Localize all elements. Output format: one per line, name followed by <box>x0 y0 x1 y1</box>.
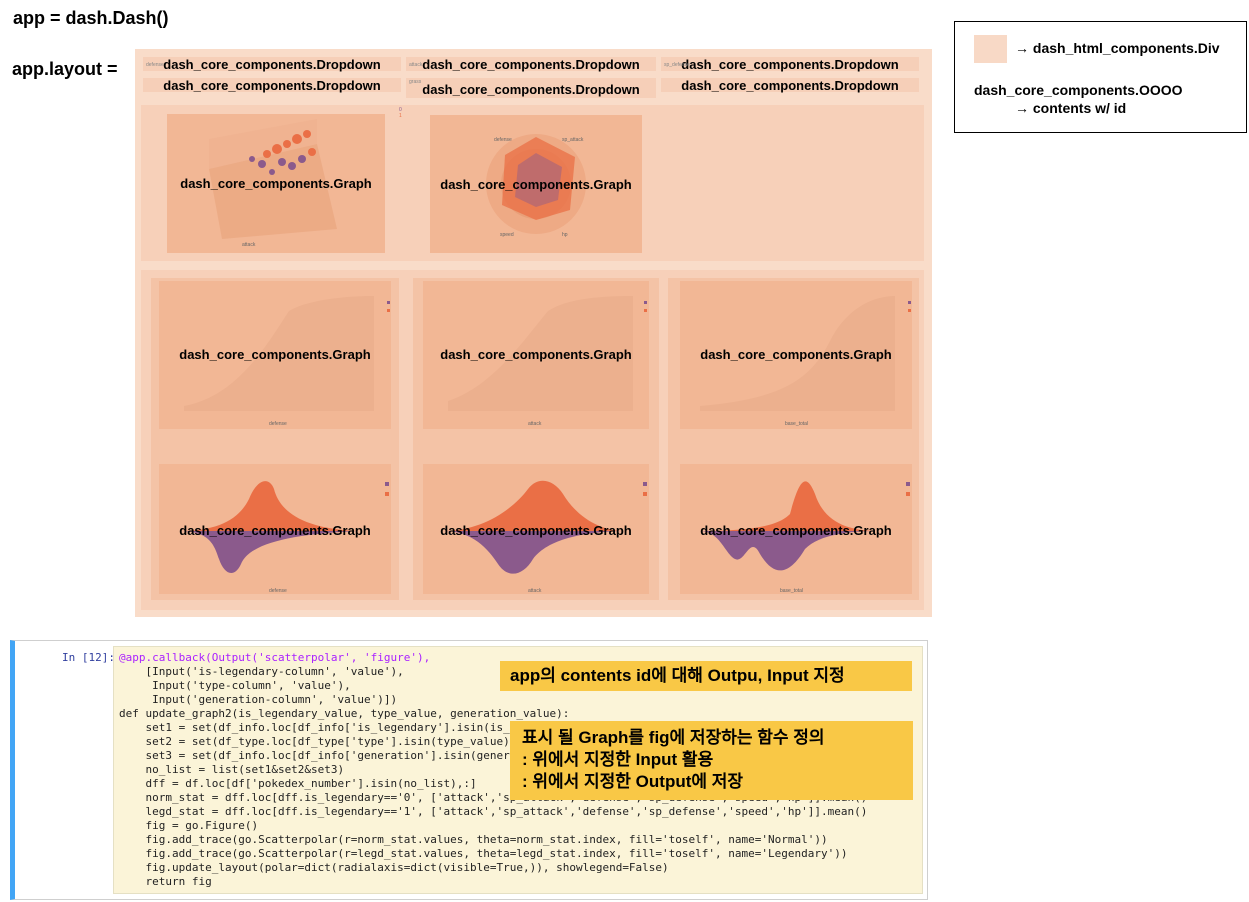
polar-axis-4: speed <box>500 232 514 238</box>
violin-2-graph-label: dash_core_components.Graph <box>440 523 632 538</box>
polar-axis-3: hp <box>562 232 568 238</box>
app-dash-line: app = dash.Dash() <box>13 8 169 28</box>
dropdown-2[interactable]: attack dash_core_components.Dropdown <box>406 57 656 72</box>
column-div-2: attack dash_core_components.Graph attack… <box>413 278 659 600</box>
code-line-4: Input('generation-column', 'value')]) <box>119 693 398 706</box>
callout-function-title: 표시 될 Graph를 fig에 저장하는 함수 정의 <box>522 728 825 747</box>
callout-function-def: 표시 될 Graph를 fig에 저장하는 함수 정의 : 위에서 지정한 In… <box>510 721 913 800</box>
legend-component-label: dash_core_components.OOOO <box>974 82 1183 98</box>
violin-1-x-label: defense <box>269 588 287 594</box>
code-line-13: fig = go.Figure() <box>119 819 259 832</box>
dropdown-6[interactable]: dash_core_components.Dropdown <box>661 78 919 93</box>
violin-3-x-label: base_total <box>780 588 804 594</box>
top-graph-div: attack dash_core_components.Graph 0 1 de… <box>141 105 924 261</box>
polar-graph-label: dash_core_components.Graph <box>440 177 632 192</box>
histogram-2-graph-label: dash_core_components.Graph <box>440 347 632 362</box>
dropdown-1-value: defense <box>146 62 164 68</box>
histogram-plot-2 <box>448 296 647 411</box>
code-line-17: return fig <box>119 875 212 888</box>
histogram-3-x-label: base_total <box>785 421 809 427</box>
scatter3d-legend-0: 0 <box>399 107 402 113</box>
polar-axis-1: defense <box>494 137 512 143</box>
legend-box: → dash_html_components.Div dash_core_com… <box>954 21 1247 133</box>
dropdown-5-value: grass <box>409 79 422 85</box>
histogram-plot-3 <box>700 296 911 411</box>
callout-input-output: app의 contents id에 대해 Outpu, Input 지정 <box>500 661 912 691</box>
dropdown-3-value: sp_defense <box>664 62 690 68</box>
violin-graph-2[interactable]: attack dash_core_components.Graph <box>423 464 649 594</box>
histogram-3-graph-label: dash_core_components.Graph <box>700 347 892 362</box>
dropdown-6-label: dash_core_components.Dropdown <box>681 78 899 93</box>
violin-plot-3 <box>700 481 910 571</box>
scatter3d-legend-1: 1 <box>399 113 402 119</box>
violin-1-graph-label: dash_core_components.Graph <box>179 523 371 538</box>
polar-plot <box>486 134 586 234</box>
column-div-1: defense dash_core_components.Graph defen… <box>151 278 399 600</box>
dropdown-2-value: attack <box>409 62 423 68</box>
app-layout-div: defense dash_core_components.Dropdown at… <box>135 49 932 617</box>
polar-axis-2: sp_attack <box>562 137 584 143</box>
code-line-12: legd_stat = dff.loc[dff.is_legendary=='1… <box>119 805 868 818</box>
legend-component-desc: → contents w/ id <box>1015 100 1127 116</box>
dropdown-1[interactable]: defense dash_core_components.Dropdown <box>143 57 401 72</box>
violin-plot-2 <box>443 480 647 574</box>
histogram-graph-1[interactable]: defense dash_core_components.Graph <box>159 281 391 429</box>
code-line-1: @app.callback(Output('scatterpolar', 'fi… <box>119 651 431 664</box>
code-line-16: fig.update_layout(polar=dict(radialaxis=… <box>119 861 669 874</box>
cell-prompt: In [12]: <box>62 651 115 664</box>
dropdown-4-label: dash_core_components.Dropdown <box>163 78 381 93</box>
code-line-3: Input('type-column', 'value'), <box>119 679 351 692</box>
violin-2-x-label: attack <box>528 588 542 594</box>
violin-3-graph-label: dash_core_components.Graph <box>700 523 892 538</box>
code-line-5: def update_graph2(is_legendary_value, ty… <box>119 707 570 720</box>
callout-function-line2: : 위에서 지정한 Output에 저장 <box>522 772 744 791</box>
dropdown-2-label: dash_core_components.Dropdown <box>422 57 640 72</box>
callout-function-line1: : 위에서 지정한 Input 활용 <box>522 750 714 769</box>
dropdown-3-label: dash_core_components.Dropdown <box>681 57 899 72</box>
dropdown-3[interactable]: sp_defense dash_core_components.Dropdown <box>661 57 919 72</box>
polar-graph[interactable]: defense sp_attack hp speed dash_core_com… <box>430 115 642 253</box>
dropdown-5-label: dash_core_components.Dropdown <box>422 82 640 97</box>
code-line-10: dff = df.loc[df['pokedex_number'].isin(n… <box>119 777 477 790</box>
histogram-graph-2[interactable]: attack dash_core_components.Graph <box>423 281 649 429</box>
violin-graph-1[interactable]: defense dash_core_components.Graph <box>159 464 391 594</box>
dropdown-1-label: dash_core_components.Dropdown <box>163 57 381 72</box>
histogram-1-x-label: defense <box>269 421 287 427</box>
dropdown-5[interactable]: grass dash_core_components.Dropdown <box>406 78 656 98</box>
code-line-2: [Input('is-legendary-column', 'value'), <box>119 665 404 678</box>
column-div-3: base_total dash_core_components.Graph ba… <box>668 278 919 600</box>
code-line-14: fig.add_trace(go.Scatterpolar(r=norm_sta… <box>119 833 828 846</box>
bottom-graph-div: defense dash_core_components.Graph defen… <box>141 270 924 610</box>
scatter3d-graph[interactable]: attack dash_core_components.Graph <box>167 114 385 253</box>
code-line-9: no_list = list(set1&set2&set3) <box>119 763 345 776</box>
dropdown-4[interactable]: dash_core_components.Dropdown <box>143 78 401 93</box>
violin-graph-3[interactable]: base_total dash_core_components.Graph <box>680 464 912 594</box>
div-color-swatch <box>974 35 1007 63</box>
code-line-15: fig.add_trace(go.Scatterpolar(r=legd_sta… <box>119 847 848 860</box>
histogram-2-x-label: attack <box>528 421 542 427</box>
scatter3d-plot <box>209 119 337 239</box>
histogram-1-graph-label: dash_core_components.Graph <box>179 347 371 362</box>
histogram-plot-1 <box>184 296 390 411</box>
histogram-graph-3[interactable]: base_total dash_core_components.Graph <box>680 281 912 429</box>
app-layout-label: app.layout = <box>12 59 118 79</box>
legend-div-label: → dash_html_components.Div <box>1015 40 1220 56</box>
scatter3d-x-label: attack <box>242 242 256 248</box>
violin-plot-1 <box>179 481 389 574</box>
scatter3d-graph-label: dash_core_components.Graph <box>180 176 372 191</box>
